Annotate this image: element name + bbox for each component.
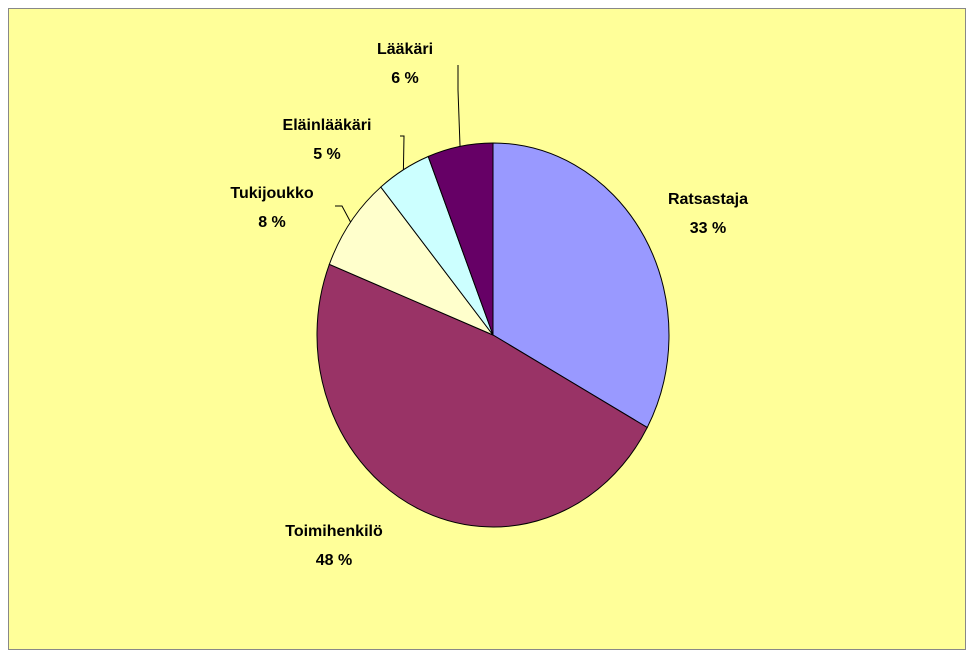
slice-value-label: 48 % (316, 552, 352, 569)
slice-label: Eläinlääkäri (283, 117, 372, 134)
pie-slice (316, 263, 648, 528)
leader-line (400, 135, 405, 170)
slice-value-label: 33 % (690, 220, 726, 237)
slice-value-label: 8 % (258, 214, 286, 231)
pie-slice (328, 186, 495, 337)
pie-slice (427, 142, 494, 336)
slice-label: Tukijoukko (230, 185, 313, 202)
slice-label: Toimihenkilö (285, 523, 383, 540)
slice-value-label: 5 % (313, 146, 341, 163)
slice-label: Ratsastaja (668, 191, 748, 208)
slice-value-label: 6 % (391, 70, 419, 87)
leader-line (335, 205, 352, 223)
leader-line (457, 65, 461, 147)
pie-slice (492, 142, 670, 429)
slice-label: Lääkäri (377, 41, 433, 58)
